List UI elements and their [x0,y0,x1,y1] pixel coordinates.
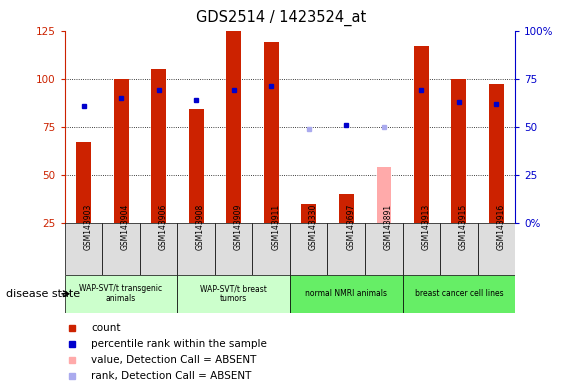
Bar [290,275,403,313]
Text: GDS2514 / 1423524_at: GDS2514 / 1423524_at [196,10,367,26]
Text: WAP-SVT/t transgenic
animals: WAP-SVT/t transgenic animals [79,284,163,303]
Bar [452,79,466,223]
Bar [489,84,504,223]
Text: WAP-SVT/t breast
tumors: WAP-SVT/t breast tumors [200,284,267,303]
Bar [290,223,328,275]
Bar [215,223,252,275]
Bar [102,223,140,275]
Bar [177,275,290,313]
Bar [403,223,440,275]
Text: GSM143906: GSM143906 [159,204,168,250]
Bar [252,223,290,275]
Text: rank, Detection Call = ABSENT: rank, Detection Call = ABSENT [91,371,252,381]
Text: GSM143903: GSM143903 [83,204,92,250]
Bar [65,223,102,275]
Bar [189,109,204,223]
Text: GSM143697: GSM143697 [346,204,355,250]
Text: GSM143913: GSM143913 [421,204,430,250]
Text: percentile rank within the sample: percentile rank within the sample [91,339,267,349]
Text: GSM143330: GSM143330 [309,204,318,250]
Text: GSM143915: GSM143915 [459,204,468,250]
Text: GSM143911: GSM143911 [271,204,280,250]
Text: normal NMRI animals: normal NMRI animals [305,289,387,298]
Text: breast cancer cell lines: breast cancer cell lines [414,289,503,298]
Text: GSM143891: GSM143891 [384,204,393,250]
Bar [263,42,279,223]
Bar [140,223,177,275]
Bar [377,167,391,223]
Bar [226,31,241,223]
Text: GSM143909: GSM143909 [234,204,243,250]
Text: value, Detection Call = ABSENT: value, Detection Call = ABSENT [91,355,256,365]
Text: disease state: disease state [6,289,80,299]
Bar [414,46,429,223]
Text: GSM143904: GSM143904 [121,204,130,250]
Bar [301,204,316,223]
Text: GSM143916: GSM143916 [497,204,506,250]
Bar [403,275,515,313]
Bar [65,275,177,313]
Text: count: count [91,323,120,333]
Bar [76,142,91,223]
Bar [440,223,477,275]
Bar [151,69,166,223]
Bar [114,79,128,223]
Bar [365,223,403,275]
Bar [177,223,215,275]
Bar [328,223,365,275]
Bar [339,194,354,223]
Bar [477,223,515,275]
Text: GSM143908: GSM143908 [196,204,205,250]
